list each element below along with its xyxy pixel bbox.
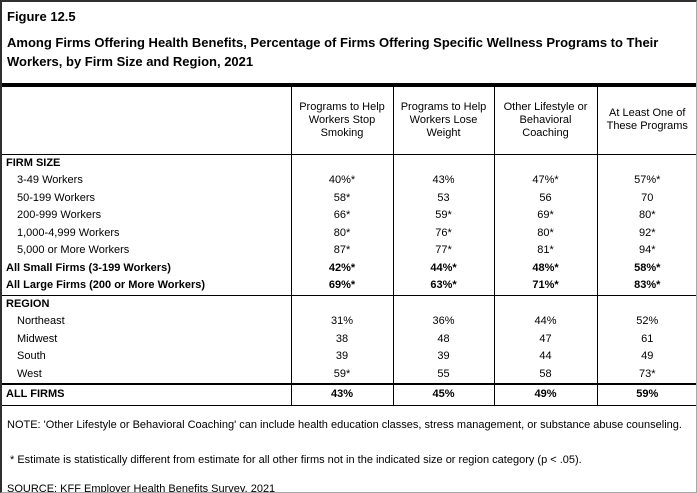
- row-northeast: Northeast 31% 36% 44% 52%: [2, 313, 696, 331]
- row-west: West 59* 55 58 73*: [2, 365, 696, 385]
- row-label: 50-199 Workers: [17, 191, 96, 204]
- row-label: Midwest: [17, 332, 58, 345]
- value-cell: [290, 295, 393, 313]
- notes-block: NOTE: 'Other Lifestyle or Behavioral Coa…: [2, 406, 696, 493]
- value-cell: 80*: [596, 207, 696, 225]
- value-cell: 48: [392, 330, 494, 348]
- value-cell: 47: [493, 330, 597, 348]
- value-cell: 80*: [290, 224, 393, 242]
- column-header-behavioral-coaching: Other Lifestyle or Behavioral Coaching: [493, 87, 597, 155]
- value-cell: 52%: [596, 313, 696, 331]
- value-cell: 43%: [290, 384, 393, 405]
- row-label: 5,000 or More Workers: [17, 244, 130, 256]
- value-cell: 59%: [596, 384, 696, 405]
- row-label-header: [2, 87, 291, 155]
- value-cell: 49%: [493, 384, 597, 405]
- row-label: All Large Firms (200 or More Workers): [2, 277, 291, 296]
- row-50-199-workers: 50-199 Workers 58* 53 56 70: [2, 189, 696, 207]
- value-cell: 81*: [493, 242, 597, 260]
- row-3-49-workers: 3-49 Workers 40%* 43% 47%* 57%*: [2, 172, 696, 190]
- column-header-stop-smoking: Programs to Help Workers Stop Smoking: [290, 87, 393, 155]
- value-cell: 77*: [392, 242, 494, 260]
- row-label: West: [2, 365, 291, 385]
- value-cell: 47%*: [493, 172, 597, 190]
- value-cell: 69%*: [290, 277, 393, 296]
- value-cell: 49: [596, 348, 696, 366]
- figure-title: Among Firms Offering Health Benefits, Pe…: [7, 35, 659, 69]
- value-cell: 61: [596, 330, 696, 348]
- row-label: FIRM SIZE: [6, 156, 61, 169]
- value-cell: 53: [392, 189, 494, 207]
- value-cell: 43%: [392, 172, 494, 190]
- row-section-firm-size: FIRM SIZE: [2, 154, 696, 172]
- row-all-small-firms: All Small Firms (3-199 Workers) 42%* 44%…: [2, 259, 696, 277]
- row-label: 3-49 Workers: [17, 174, 83, 186]
- value-cell: 71%*: [493, 277, 597, 296]
- value-cell: 83%*: [596, 277, 696, 296]
- value-cell: [493, 295, 597, 313]
- row-200-999-workers: 200-999 Workers 66* 59* 69* 80*: [2, 207, 696, 225]
- value-cell: 92*: [596, 224, 696, 242]
- value-cell: [392, 295, 494, 313]
- value-cell: 70: [596, 189, 696, 207]
- value-cell: 55: [392, 365, 494, 385]
- row-label: REGION: [6, 297, 50, 310]
- column-header-lose-weight: Programs to Help Workers Lose Weight: [392, 87, 494, 155]
- value-cell: 57%*: [596, 172, 696, 190]
- value-cell: 38: [290, 330, 393, 348]
- significance-note-text: * Estimate is statistically different fr…: [10, 453, 582, 466]
- value-cell: 58%*: [596, 259, 696, 277]
- row-label: 200-999 Workers: [17, 209, 102, 221]
- value-cell: 76*: [392, 224, 494, 242]
- value-cell: 44%: [493, 313, 597, 331]
- value-cell: 80*: [493, 224, 597, 242]
- value-cell: 36%: [392, 313, 494, 331]
- value-cell: 58: [493, 365, 597, 385]
- value-cell: [493, 154, 597, 172]
- value-cell: 87*: [290, 242, 393, 260]
- figure-number: Figure 12.5: [7, 9, 76, 24]
- row-south: South 39 39 44 49: [2, 348, 696, 366]
- value-cell: 73*: [596, 365, 696, 385]
- value-cell: 45%: [392, 384, 494, 405]
- value-cell: 94*: [596, 242, 696, 260]
- source-text: SOURCE: KFF Employer Health Benefits Sur…: [7, 482, 276, 493]
- title-block: Figure 12.5 Among Firms Offering Health …: [2, 2, 696, 87]
- value-cell: 63%*: [392, 277, 494, 296]
- row-5000-or-more-workers: 5,000 or More Workers 87* 77* 81* 94*: [2, 242, 696, 260]
- value-cell: 39: [290, 348, 393, 366]
- value-cell: 69*: [493, 207, 597, 225]
- table-header-row: Programs to Help Workers Stop Smoking Pr…: [2, 87, 696, 155]
- value-cell: [392, 154, 494, 172]
- value-cell: 44%*: [392, 259, 494, 277]
- value-cell: 58*: [290, 189, 393, 207]
- value-cell: 59*: [392, 207, 494, 225]
- row-label: ALL FIRMS: [6, 388, 65, 400]
- row-label: Northeast: [17, 315, 65, 327]
- row-label: South: [17, 350, 46, 362]
- value-cell: 56: [493, 189, 597, 207]
- value-cell: 66*: [290, 207, 393, 225]
- value-cell: 44: [493, 348, 597, 366]
- row-1000-4999-workers: 1,000-4,999 Workers 80* 76* 80* 92*: [2, 224, 696, 242]
- row-section-region: REGION: [2, 295, 696, 313]
- row-all-large-firms: All Large Firms (200 or More Workers) 69…: [2, 277, 696, 296]
- value-cell: 59*: [290, 365, 393, 385]
- value-cell: 31%: [290, 313, 393, 331]
- value-cell: [596, 154, 696, 172]
- wellness-programs-table: Programs to Help Workers Stop Smoking Pr…: [2, 87, 696, 406]
- value-cell: 39: [392, 348, 494, 366]
- row-midwest: Midwest 38 48 47 61: [2, 330, 696, 348]
- value-cell: [596, 295, 696, 313]
- note-text: NOTE: 'Other Lifestyle or Behavioral Coa…: [7, 418, 682, 431]
- value-cell: 40%*: [290, 172, 393, 190]
- row-label: All Small Firms (3-199 Workers): [6, 261, 171, 274]
- column-header-at-least-one: At Least One of These Programs: [596, 87, 696, 155]
- value-cell: 48%*: [493, 259, 597, 277]
- value-cell: [290, 154, 393, 172]
- row-all-firms: ALL FIRMS 43% 45% 49% 59%: [2, 384, 696, 405]
- value-cell: 42%*: [290, 259, 393, 277]
- row-label: 1,000-4,999 Workers: [17, 226, 120, 239]
